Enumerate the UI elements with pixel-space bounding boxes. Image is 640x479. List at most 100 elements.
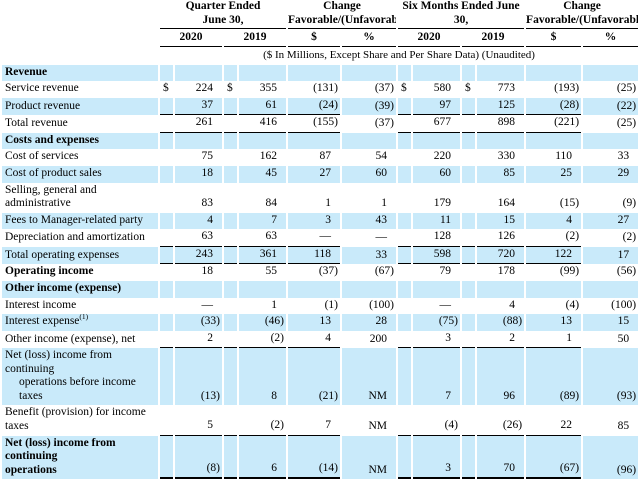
col-header-s2020: 2020 [398,29,461,47]
col-group-title-line: June 30, [202,13,244,26]
value-cell: 54 [375,150,388,163]
currency-symbol-cell [462,132,476,150]
value-cell: (21) [288,348,340,406]
col-group-six-months: Six Months Ended June 30, [398,0,525,30]
value-cell: 4 [288,331,340,349]
value-cell: 84 [265,197,278,210]
row-label: Total revenue [2,115,158,133]
value-cell: — [201,298,214,311]
value-cell: 126 [477,229,525,247]
currency-symbol-cell [398,280,412,298]
header-label-spacer [2,47,158,65]
value-cell: (37) [374,82,395,95]
value-cell: (1) [324,298,338,311]
value-cell: 97 [413,97,461,116]
currency-symbol-cell [462,280,476,298]
row-label: Cost of services [2,149,158,166]
currency-symbol-cell [160,348,173,406]
value-cell: 2 [477,331,525,349]
value-cell: 677 [413,115,461,133]
value-cell [288,64,340,82]
row-label-line: Fees to Manager-related party [5,213,144,226]
value-cell: 7 [413,348,461,406]
row-operating-income: Operating income 18 55 (37) (67) 79 178 (99) (56… [2,264,638,281]
value-cell: 55 [265,265,278,278]
value-cell: (2) [239,405,286,436]
value-cell: (155) [288,115,340,133]
value-cell [583,280,639,298]
header-label-spacer [2,29,158,47]
value-cell: (100) [369,298,395,311]
row-label-line: Product revenue [5,99,81,112]
value-cell: 18 [201,265,214,278]
currency-symbol-cell [462,314,476,331]
currency-symbol-cell [398,331,412,349]
value-cell: 27 [288,166,340,183]
value-cell [583,132,639,150]
value-cell: (88) [477,314,525,331]
col-group-title-line: Favorable/(Unfavorable) [526,13,639,26]
currency-symbol-cell [224,229,237,247]
value-cell: 60 [342,166,397,183]
col-header-q2019: 2019 [224,29,286,47]
currency-symbol-cell [462,64,476,82]
value-cell: 85 [477,166,525,183]
row-product-revenue: Product revenue 37 61 (24) (39) 97 125 (28) (22) [2,97,639,116]
row-interest-income: Interest income — 1 (1) (100) — 4 (4) (100) [2,298,638,315]
currency-symbol-cell [160,405,173,436]
value-cell: 15 [477,212,525,230]
value-cell: (33) [175,314,222,331]
value-cell: 83 [201,197,214,210]
value-cell: 75 [201,150,214,163]
currency-symbol-cell [160,229,173,247]
row-label-line: Total operating expenses [5,248,120,261]
row-label-line: Net (loss) income from continuing [5,349,112,375]
value-cell: 330 [497,150,516,163]
currency-symbol-cell [224,331,237,349]
currency-symbol-cell [398,97,412,116]
value-cell: 4 [526,212,582,230]
value-cell: (28) [526,97,582,116]
section-revenue: Revenue [2,64,639,82]
row-label-line: Depreciation and amortization [5,231,145,244]
currency-symbol-cell [224,435,237,479]
col-header-change-percent-2: % [583,29,639,47]
col-group-change-six-months: Change Favorable/(Unfavorable) [526,0,639,30]
header-label-spacer [2,0,158,29]
value-cell [413,64,461,82]
value-cell: (37) [374,117,395,130]
currency-symbol-cell [398,405,412,436]
value-cell: 5 [175,405,222,436]
value-cell [342,132,397,150]
value-cell: (99) [559,265,580,278]
value-cell: 3 [288,212,340,230]
currency-symbol-cell [462,212,476,230]
currency-symbol-cell [224,132,237,150]
currency-symbol-cell [462,331,476,349]
value-cell [175,280,222,298]
currency-symbol-cell [462,348,476,406]
value-cell [477,132,525,150]
value-cell: 37 [175,97,222,116]
col-group-title-line: Quarter Ended [185,0,261,12]
row-label: Interest expense(1) [2,314,158,331]
value-cell [239,280,286,298]
currency-symbol-cell [398,149,411,166]
row-label-line: Benefit (provision) for income taxes [5,406,146,433]
col-group-title-line: Favorable/(Unfavorable) [288,13,396,26]
col-group-title-line: Six Months Ended June [402,0,520,12]
value-cell: 1 [325,197,331,210]
value-cell: (2) [239,331,286,349]
value-cell: 200 [369,332,388,345]
col-group-title-line: Change [563,0,601,12]
row-label-line: Other income (expense) [5,281,122,294]
col-header-q2020: 2020 [160,29,222,47]
currency-symbol-cell [160,115,173,133]
currency-symbol-cell: $ [163,82,169,95]
currency-symbol-cell [224,280,237,298]
value-cell: 43 [342,212,397,230]
header-year-row: 2020 2019 $ % 2020 2019 $ % [2,29,639,47]
row-label: Depreciation and amortization [2,229,158,247]
section-other-income-expense: Other income (expense) [2,280,639,298]
